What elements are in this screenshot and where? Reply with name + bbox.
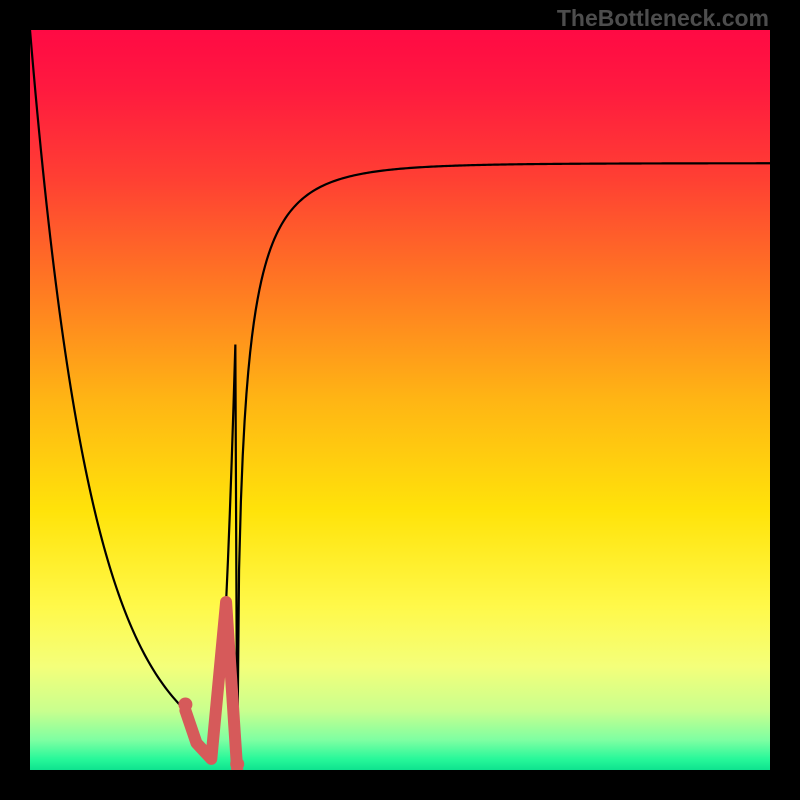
gradient-background (30, 30, 770, 770)
watermark-text: TheBottleneck.com (557, 5, 769, 32)
dip-marker-knob-left (178, 697, 192, 711)
plot-svg (30, 30, 770, 770)
chart-frame (30, 30, 770, 770)
plot-area (30, 30, 770, 770)
chart-stage: TheBottleneck.com (0, 0, 800, 800)
